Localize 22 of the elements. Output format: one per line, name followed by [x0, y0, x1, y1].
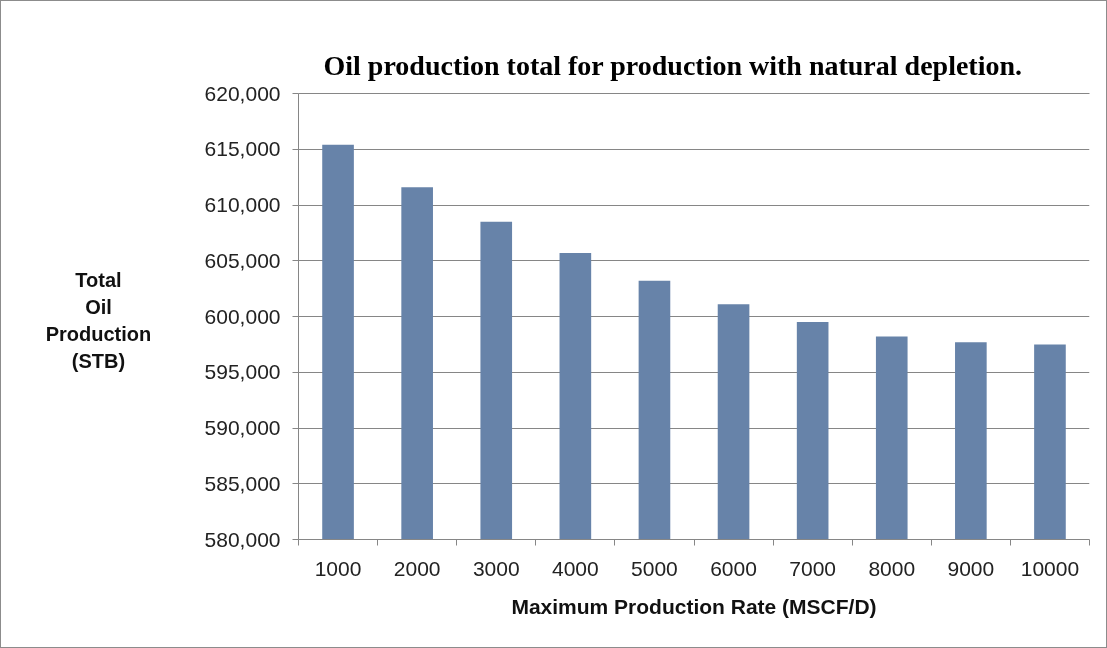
x-axis-title: Maximum Production Rate (MSCF/D): [511, 594, 877, 618]
y-tick-label: 585,000: [204, 471, 281, 495]
y-tick-label: 610,000: [204, 193, 281, 216]
x-tick-label: 2000: [393, 556, 441, 580]
chart-title: Oil production total for production with natural depletion.: [323, 49, 1023, 81]
x-tick-label: 3000: [472, 556, 520, 580]
y-tick-label: 590,000: [204, 416, 281, 439]
x-tick-label: 9000: [947, 556, 995, 580]
y-tick-label: 595,000: [204, 360, 281, 384]
x-tick-label: 10000: [1020, 556, 1080, 580]
x-tick-label: 4000: [551, 556, 599, 580]
y-axis-title: Total Oil Production (STB): [45, 268, 152, 374]
y-tick-label: 580,000: [204, 527, 281, 551]
y-tick-label: 600,000: [204, 304, 281, 328]
y-tick-label: 620,000: [204, 81, 281, 105]
x-tick-label: 8000: [868, 556, 916, 580]
y-tick-label: 605,000: [204, 248, 281, 272]
x-tick-label: 1000: [314, 556, 362, 580]
x-tick-label: 7000: [789, 556, 837, 580]
y-tick-label: 615,000: [204, 137, 281, 161]
x-tick-label: 6000: [710, 556, 757, 580]
x-tick-label: 5000: [631, 556, 678, 580]
